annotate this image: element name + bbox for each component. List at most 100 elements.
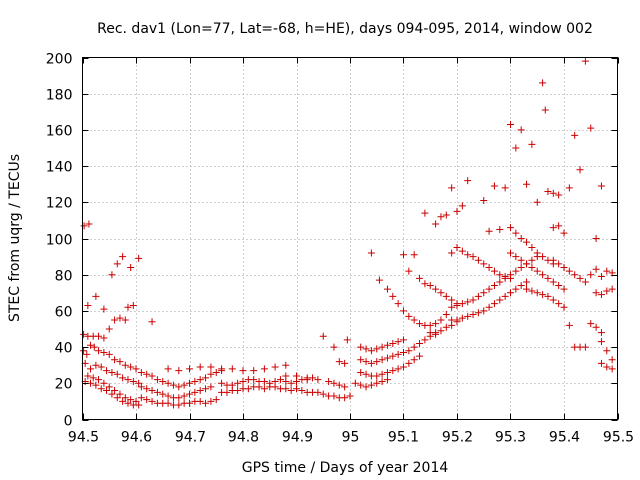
data-point (400, 307, 407, 315)
data-point (175, 367, 183, 375)
data-point (85, 220, 93, 228)
data-point (464, 251, 472, 259)
data-point (314, 388, 322, 396)
data-point (544, 187, 552, 195)
x-tick-label: 95.5 (603, 430, 634, 446)
data-point (116, 390, 124, 398)
data-point (271, 383, 279, 391)
data-point (159, 390, 167, 398)
data-point (528, 287, 536, 295)
grid (82, 57, 618, 420)
x-tick-label: 95.4 (549, 430, 580, 446)
data-point (507, 224, 514, 232)
data-point (164, 365, 172, 373)
data-point (186, 390, 193, 398)
data-point (207, 370, 215, 378)
y-tick-label: 180 (46, 88, 73, 104)
data-point (362, 345, 370, 353)
x-tick-label: 95 (342, 430, 360, 446)
data-point (357, 368, 365, 376)
data-point (549, 224, 557, 232)
data-point (383, 376, 391, 384)
data-point (485, 285, 493, 293)
data-point (148, 397, 156, 405)
data-point (319, 332, 327, 340)
data-point (512, 229, 520, 237)
x-tick-label: 94.5 (68, 430, 99, 446)
data-point (87, 365, 95, 373)
data-point (400, 363, 407, 371)
data-point (105, 325, 113, 333)
data-point (373, 379, 381, 387)
data-point (437, 213, 445, 221)
data-point (373, 358, 381, 366)
data-point (469, 253, 477, 261)
x-tick-label: 95.1 (388, 430, 419, 446)
data-point (533, 198, 541, 206)
data-point (416, 352, 424, 360)
data-point (148, 318, 156, 326)
data-point (175, 401, 183, 409)
data-point (223, 388, 231, 396)
data-point (528, 244, 536, 252)
data-point (97, 385, 105, 393)
data-point (84, 301, 92, 309)
data-point (132, 397, 140, 405)
data-point (442, 323, 450, 331)
data-point (378, 370, 386, 378)
data-point (95, 332, 103, 340)
data-point (196, 363, 204, 371)
data-point (132, 365, 140, 373)
data-point (282, 385, 290, 393)
data-point (186, 379, 193, 387)
data-point (490, 267, 498, 275)
y-tick-label: 80 (55, 269, 73, 285)
data-point (565, 321, 573, 329)
data-point (442, 211, 450, 219)
y-tick-label: 0 (64, 414, 73, 430)
y-tick-labels: 0 20 40 60 80 100 120 140 160 180 200 (46, 52, 73, 430)
data-point (512, 267, 520, 275)
data-point (474, 292, 482, 300)
data-point (474, 256, 482, 264)
data-point (555, 282, 563, 290)
data-point (228, 365, 236, 373)
data-point (448, 321, 456, 329)
data-point (119, 253, 127, 261)
data-point (212, 396, 220, 404)
data-point (105, 383, 113, 391)
data-point (260, 365, 268, 373)
data-point (335, 358, 343, 366)
data-point (191, 377, 199, 385)
data-point (560, 263, 568, 271)
data-point (375, 276, 383, 284)
data-point (597, 273, 605, 281)
data-point (148, 387, 156, 395)
data-point (103, 367, 111, 375)
data-point (555, 191, 563, 199)
data-point (501, 274, 509, 282)
data-point (341, 359, 349, 367)
data-point (480, 260, 488, 268)
data-point (458, 314, 466, 322)
data-point (95, 347, 103, 355)
data-point (432, 320, 440, 328)
data-point (592, 323, 600, 331)
x-tick-label: 95.3 (495, 430, 526, 446)
data-point (523, 278, 531, 286)
data-point (523, 260, 531, 268)
data-point (95, 376, 103, 384)
data-point (175, 383, 183, 391)
data-point (597, 291, 605, 299)
data-point (448, 303, 456, 311)
data-point (164, 392, 172, 400)
data-point (239, 367, 247, 375)
data-point (507, 271, 514, 279)
y-tick-label: 60 (55, 305, 73, 321)
data-point (517, 235, 525, 242)
data-point (378, 343, 386, 351)
data-point (400, 349, 407, 357)
data-point (608, 285, 616, 293)
data-point (282, 361, 290, 369)
